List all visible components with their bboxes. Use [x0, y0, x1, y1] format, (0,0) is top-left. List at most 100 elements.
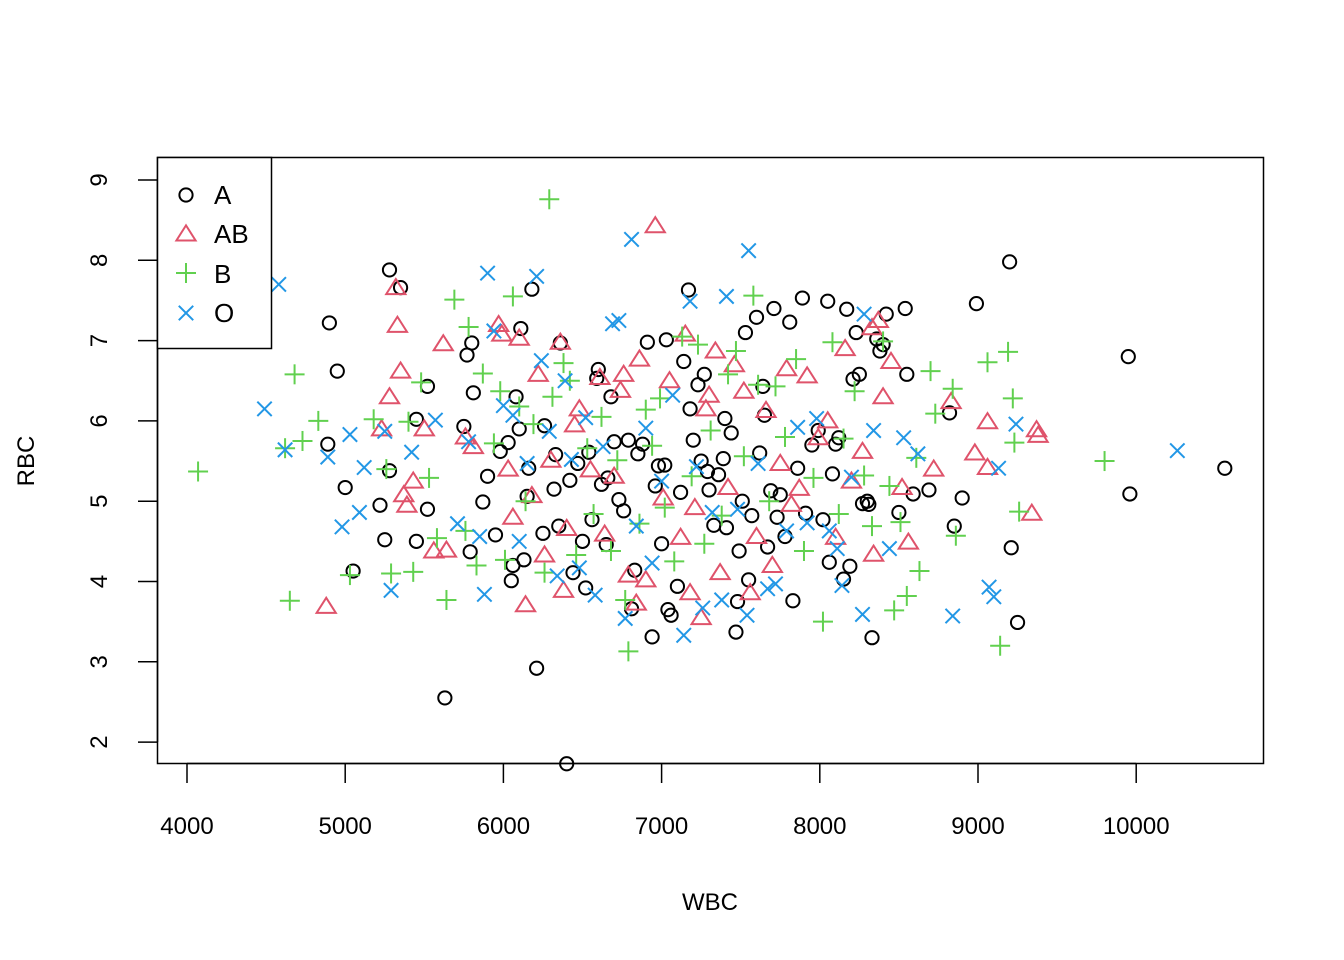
plus-marker — [1002, 388, 1023, 409]
triangle-marker — [754, 399, 778, 418]
x-tick-label: 10000 — [1103, 813, 1170, 840]
circle-marker — [508, 389, 524, 405]
triangle-marker — [879, 351, 903, 369]
cross-marker — [449, 515, 466, 532]
plus-marker — [681, 466, 702, 487]
circle-marker — [663, 607, 679, 623]
legend: A AB B O — [156, 156, 273, 350]
plus-marker — [765, 376, 786, 397]
plus-marker — [615, 589, 636, 610]
circle-marker — [590, 361, 606, 378]
circle-marker — [419, 501, 436, 517]
cross-marker — [541, 423, 558, 440]
triangle-marker — [708, 562, 732, 581]
circle-marker — [685, 432, 701, 448]
cross-marker — [834, 577, 850, 594]
plus-marker — [896, 585, 917, 606]
plus-marker — [1004, 432, 1025, 453]
circle-marker — [513, 320, 529, 337]
circle-marker — [731, 543, 747, 559]
circle-marker — [650, 458, 667, 474]
plus-marker — [862, 516, 883, 537]
triangle-marker — [422, 540, 446, 559]
plus-marker — [279, 590, 300, 611]
cross-marker — [895, 429, 912, 446]
y-tick-label: 4 — [86, 575, 113, 588]
triangle-marker — [745, 526, 768, 545]
plus-marker — [577, 438, 598, 459]
circle-marker — [616, 503, 632, 519]
circle-marker — [1002, 254, 1018, 270]
triangle-marker — [651, 487, 675, 506]
plus-marker — [828, 504, 849, 525]
plus-marker — [909, 561, 930, 582]
plus-marker — [275, 438, 296, 459]
cross-marker — [471, 528, 488, 545]
circle-marker — [565, 565, 581, 581]
circle-marker — [899, 366, 915, 382]
plus-marker — [890, 512, 911, 533]
x-tick-label: 4000 — [160, 813, 213, 840]
legend-item-ab: AB — [174, 219, 249, 249]
cross-marker — [511, 533, 528, 550]
circle-marker — [578, 580, 594, 596]
plus-marker — [925, 403, 946, 424]
circle-marker — [437, 690, 453, 706]
legend-label-b: B — [214, 259, 231, 289]
y-tick-label: 3 — [86, 655, 113, 668]
circle-marker — [456, 418, 472, 435]
triangle-marker — [616, 564, 640, 583]
circle-marker — [891, 504, 907, 521]
circle-marker — [581, 444, 597, 460]
cross-marker — [990, 460, 1007, 477]
cross-marker — [403, 444, 420, 461]
circle-marker — [706, 517, 722, 533]
circle-marker — [536, 418, 553, 434]
y-tick-label: 5 — [86, 495, 113, 508]
plus-marker — [607, 450, 628, 471]
circle-marker — [790, 460, 806, 476]
triangle-marker — [533, 544, 556, 563]
circle-marker — [321, 315, 337, 331]
circle-marker — [1122, 486, 1138, 502]
cross-marker — [729, 501, 746, 518]
cross-marker — [623, 231, 640, 248]
y-axis-title: RBC — [13, 436, 40, 487]
cross-marker — [981, 579, 997, 596]
circle-marker — [737, 324, 754, 341]
cross-marker — [533, 352, 550, 369]
plus-marker — [759, 491, 780, 512]
triangle-marker — [787, 477, 811, 496]
plus-marker — [542, 386, 563, 407]
circle-marker — [320, 436, 336, 452]
circle-marker — [606, 434, 622, 450]
circle-marker — [748, 309, 765, 325]
plus-marker — [436, 589, 457, 610]
triangle-marker — [816, 410, 840, 429]
circle-marker — [861, 496, 877, 513]
circle-marker — [408, 533, 424, 549]
x-axis: 4000 5000 6000 7000 8000 9000 10000 — [160, 762, 1170, 840]
cross-marker — [270, 276, 287, 293]
triangle-marker — [624, 592, 648, 611]
cross-marker — [909, 445, 926, 462]
data-points — [188, 189, 1233, 772]
cross-marker — [637, 420, 654, 437]
circle-marker — [851, 366, 867, 382]
cross-marker — [479, 265, 496, 282]
triangle-marker — [539, 449, 563, 468]
cross-marker — [682, 293, 698, 310]
y-tick-label: 7 — [86, 334, 113, 347]
y-tick-label: 2 — [86, 735, 113, 748]
circle-marker — [728, 624, 744, 640]
circle-marker — [769, 509, 785, 525]
triangle-marker — [775, 358, 798, 377]
circle-marker — [345, 563, 361, 579]
triangle-marker — [939, 391, 963, 410]
triangle-marker — [454, 426, 477, 445]
cross-marker — [644, 555, 661, 571]
triangle-marker — [722, 354, 746, 373]
triangle-marker — [851, 440, 874, 459]
plus-marker — [733, 446, 754, 467]
cross-marker — [778, 523, 795, 539]
